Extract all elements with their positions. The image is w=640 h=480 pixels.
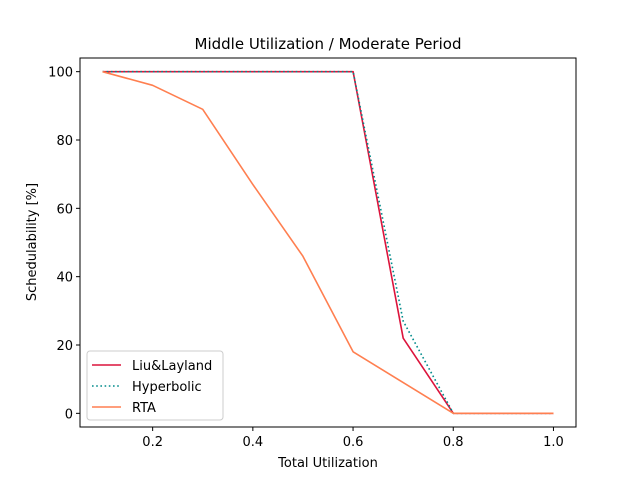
y-tick-label: 100 xyxy=(48,66,73,81)
x-axis: 0.2 0.4 0.6 0.8 1.0 xyxy=(142,427,564,450)
x-tick-label: 0.8 xyxy=(443,435,464,450)
y-tick-label: 0 xyxy=(65,407,73,422)
x-tick-label: 0.2 xyxy=(142,435,163,450)
series-line-rta xyxy=(102,70,554,415)
y-tick-label: 40 xyxy=(56,271,73,286)
chart-title: Middle Utilization / Moderate Period xyxy=(195,35,462,53)
y-axis: 0 20 40 60 80 100 xyxy=(48,66,80,422)
series-layer xyxy=(102,70,554,415)
y-tick-label: 80 xyxy=(56,134,73,149)
y-tick-label: 60 xyxy=(56,202,73,217)
plot-frame xyxy=(79,57,577,428)
legend-label-hyperbolic: Hyperbolic xyxy=(132,380,202,395)
x-tick-label: 0.6 xyxy=(343,435,364,450)
legend-label-liu-layland: Liu&Layland xyxy=(132,359,212,374)
x-tick-label: 1.0 xyxy=(543,435,564,450)
legend-label-rta: RTA xyxy=(132,401,156,416)
y-axis-label: Schedulability [%] xyxy=(25,183,40,301)
x-tick-label: 0.4 xyxy=(243,435,264,450)
plot-area: 0.2 0.4 0.6 0.8 1.0 0 20 40 60 80 100 xyxy=(48,57,577,450)
legend: Liu&Layland Hyperbolic RTA xyxy=(86,350,224,421)
legend-box xyxy=(86,350,224,421)
x-axis-label: Total Utilization xyxy=(277,456,378,471)
y-tick-label: 20 xyxy=(56,339,73,354)
